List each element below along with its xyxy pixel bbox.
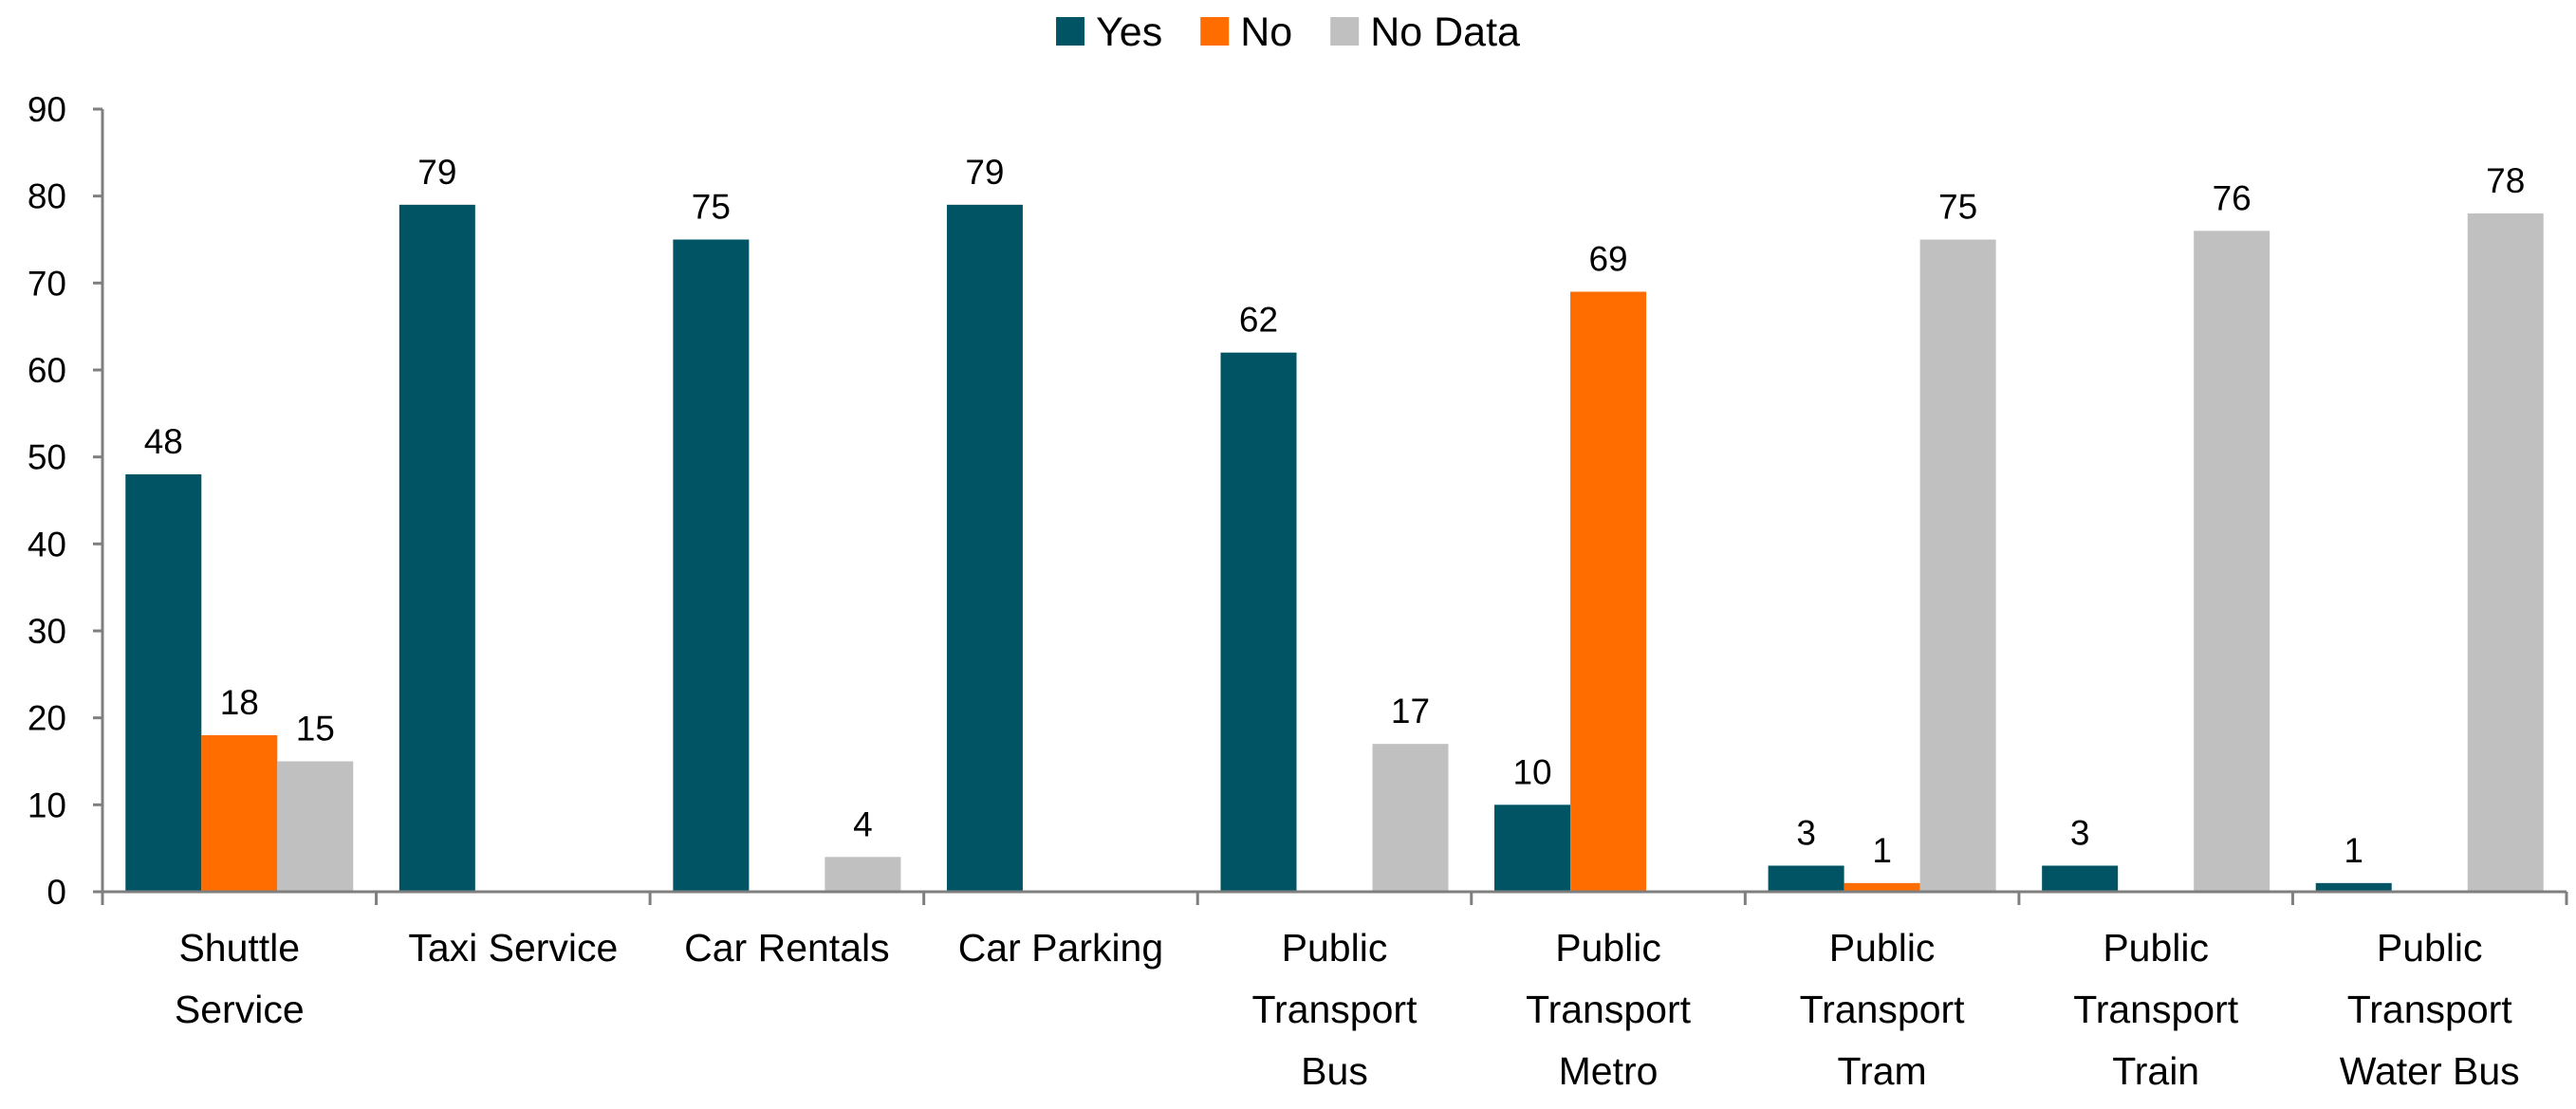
data-label: 79 <box>965 153 1004 192</box>
bar-no <box>201 735 278 892</box>
data-label: 69 <box>1588 240 1627 279</box>
data-label: 76 <box>2213 178 2252 217</box>
y-axis: 0 10 20 30 40 50 60 70 80 90 <box>28 90 104 912</box>
x-tick-label: Taxi Service <box>408 926 618 970</box>
legend: Yes No No Data <box>1056 9 1520 55</box>
bar-no-data <box>2467 213 2544 892</box>
y-tick-label: 50 <box>28 438 66 477</box>
legend-swatch-no-data <box>1330 17 1360 46</box>
bar-no-data <box>277 761 354 892</box>
y-tick-label: 40 <box>28 525 66 564</box>
y-tick-label: 20 <box>28 699 66 738</box>
y-tick-label: 10 <box>28 786 66 824</box>
bar-yes <box>946 204 1023 893</box>
x-tick-label: Car Rentals <box>684 926 889 970</box>
x-tick-label: Public Transport Metro <box>1526 926 1692 1093</box>
legend-label: Yes <box>1096 9 1162 55</box>
data-label: 17 <box>1391 692 1430 730</box>
x-tick-label: Public Transport Water Bus <box>2340 926 2520 1093</box>
data-label: 48 <box>144 422 183 461</box>
bar-yes <box>673 239 750 892</box>
y-tick-label: 0 <box>46 873 66 912</box>
data-label: 78 <box>2486 161 2525 200</box>
data-label: 62 <box>1239 301 1278 340</box>
legend-label: No <box>1240 9 1292 55</box>
bar-no <box>1570 291 1647 892</box>
bars: 48 18 15 79 75 4 79 62 17 10 69 3 1 75 3 76 1 78 <box>125 153 2544 893</box>
x-tick-label: Shuttle Service <box>175 926 305 1031</box>
bar-yes <box>1768 865 1844 892</box>
x-axis: Shuttle Service Taxi Service Car Rentals Car… <box>101 890 2568 1093</box>
bar-no-data <box>1372 744 1449 892</box>
data-label: 18 <box>220 683 259 722</box>
y-tick-label: 80 <box>28 177 66 216</box>
data-label: 15 <box>296 710 335 749</box>
legend-label: No Data <box>1370 9 1520 55</box>
data-label: 10 <box>1512 752 1551 791</box>
bar-yes <box>2315 882 2392 892</box>
y-tick-label: 70 <box>28 264 66 303</box>
bar-no-data <box>1919 239 1996 892</box>
y-tick-label: 90 <box>28 90 66 129</box>
data-label: 1 <box>2344 831 2363 870</box>
bar-yes <box>1494 804 1571 892</box>
data-label: 75 <box>1938 188 1977 227</box>
bar-no-data <box>825 857 901 892</box>
bar-no-data <box>2194 231 2270 893</box>
bar-no <box>1844 882 1920 892</box>
data-label: 79 <box>417 153 456 192</box>
legend-swatch-no <box>1200 17 1230 46</box>
bar-yes <box>2042 865 2119 892</box>
legend-swatch-yes <box>1056 17 1085 46</box>
x-tick-label: Public Transport Train <box>2073 926 2239 1093</box>
x-tick-label: Public Transport Tram <box>1800 926 1966 1093</box>
bar-yes <box>125 474 202 892</box>
y-tick-label: 60 <box>28 351 66 390</box>
bar-yes <box>1220 352 1297 893</box>
data-label: 3 <box>1796 814 1816 853</box>
data-label: 4 <box>853 804 873 843</box>
x-tick-label: Public Transport Bus <box>1252 926 1418 1093</box>
data-label: 1 <box>1872 831 1892 870</box>
y-tick-label: 30 <box>28 612 66 651</box>
data-label: 3 <box>2070 814 2090 853</box>
x-tick-label: Car Parking <box>958 926 1163 970</box>
data-label: 75 <box>692 188 731 227</box>
bar-yes <box>398 204 475 893</box>
